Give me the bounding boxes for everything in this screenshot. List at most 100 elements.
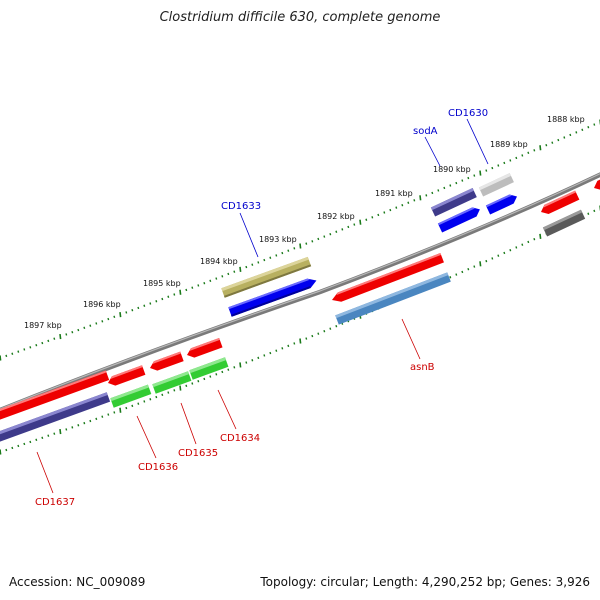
scale-tick-minor	[233, 270, 236, 273]
scale-tick-minor	[269, 256, 272, 259]
scale-tick-minor	[305, 337, 308, 340]
scale-tick-minor	[503, 161, 506, 165]
scale-tick-minor	[5, 448, 8, 452]
gene-label[interactable]: CD1630	[448, 108, 488, 119]
gene-cd1636[interactable]	[106, 365, 146, 387]
scale-tick-minor	[65, 428, 68, 431]
scale-tick-minor	[203, 281, 206, 285]
scale-label: 1894 kbp	[200, 257, 238, 266]
scale-tick-minor	[29, 440, 32, 444]
scale-tick-minor	[287, 249, 290, 252]
gene-cd1633-olive[interactable]	[221, 256, 312, 298]
gene-cd1635[interactable]	[148, 351, 184, 373]
scale-tick-minor	[509, 249, 512, 252]
scale-tick-minor	[137, 306, 140, 310]
scale-tick-minor	[581, 128, 584, 131]
gene-cd1633[interactable]	[228, 276, 318, 317]
scale-tick-minor	[185, 288, 188, 292]
genome-backbone-highlight	[0, 173, 600, 410]
gene-cd1635-green[interactable]	[152, 371, 192, 394]
scale-tick-minor	[71, 426, 74, 429]
gene-cd1630[interactable]	[485, 192, 519, 215]
gene-cd1636-green[interactable]	[110, 384, 152, 408]
scale-tick-minor	[197, 380, 200, 383]
scale-tick-minor	[203, 377, 206, 381]
scale-tick-minor	[95, 417, 98, 421]
page-title: Clostridium difficile 630, complete geno…	[159, 10, 441, 25]
leader-line-cd1630	[466, 118, 489, 165]
scale-tick-minor	[245, 361, 248, 364]
gene-cd1637-purple[interactable]	[0, 392, 111, 445]
scale-tick-minor	[41, 436, 44, 439]
gene-cd1630-gray[interactable]	[478, 173, 514, 197]
scale-tick-minor	[515, 246, 518, 249]
gene-cd1634[interactable]	[185, 337, 223, 360]
gene-label[interactable]: CD1636	[138, 462, 178, 473]
gene-right-red[interactable]	[539, 190, 580, 217]
scale-tick-major	[179, 289, 182, 295]
scale-tick-minor	[527, 240, 530, 244]
scale-tick-minor	[131, 404, 134, 408]
scale-tick-minor	[263, 354, 266, 357]
scale-tick-minor	[461, 179, 464, 182]
gene-label[interactable]: sodA	[413, 126, 438, 137]
scale-tick-minor	[113, 411, 116, 414]
scale-tick-minor	[281, 347, 284, 350]
topology-text: Topology: circular; Length: 4,290,252 bp…	[260, 575, 590, 589]
scale-tick-minor	[521, 243, 524, 246]
scale-tick-minor	[191, 286, 194, 289]
scale-tick-minor	[329, 327, 332, 330]
gene-soda[interactable]	[430, 188, 477, 217]
scale-tick-minor	[197, 284, 200, 287]
scale-tick-minor	[143, 400, 146, 403]
scale-tick-minor	[11, 352, 14, 355]
leader-line-cd1633	[239, 212, 259, 258]
scale-tick-minor	[563, 136, 566, 139]
gene-label[interactable]: CD1633	[221, 201, 261, 212]
scale-tick-minor	[347, 225, 350, 229]
gene-asnb[interactable]	[330, 253, 444, 305]
scale-tick-minor	[35, 343, 38, 347]
scale-tick-minor	[323, 235, 326, 238]
gene-cd1634-green[interactable]	[189, 357, 229, 380]
scale-tick-minor	[293, 247, 296, 250]
scale-label: 1897 kbp	[24, 321, 62, 330]
scale-tick-minor	[215, 277, 218, 280]
scale-tick-minor	[485, 169, 488, 172]
scale-tick-minor	[227, 272, 230, 276]
gene-label[interactable]: CD1637	[35, 497, 75, 508]
gene-label[interactable]: CD1634	[220, 433, 260, 444]
scale-tick-minor	[113, 315, 116, 319]
gene-cd1637[interactable]	[0, 370, 110, 423]
scale-tick-minor	[35, 438, 38, 442]
scale-tick-minor	[23, 442, 26, 446]
scale-tick-minor	[317, 332, 320, 335]
scale-label: 1889 kbp	[490, 140, 528, 149]
scale-tick-minor	[527, 151, 530, 155]
scale-tick-minor	[545, 144, 548, 147]
gene-soda-blue[interactable]	[437, 205, 482, 233]
scale-tick-minor	[251, 359, 254, 362]
gene-label[interactable]: asnB	[410, 362, 435, 373]
scale-tick-minor	[593, 209, 596, 213]
scale-tick-minor	[89, 419, 92, 423]
scale-tick-minor	[575, 131, 578, 134]
scale-tick-minor	[47, 339, 50, 343]
scale-tick-minor	[47, 434, 50, 437]
scale-tick-minor	[155, 300, 158, 303]
gene-right-gray[interactable]	[542, 209, 586, 237]
scale-tick-major	[539, 233, 542, 239]
gene-label[interactable]: CD1635	[178, 448, 218, 459]
scale-tick-minor	[329, 232, 332, 236]
scale-tick-minor	[467, 176, 470, 180]
scale-tick-minor	[449, 276, 452, 279]
scale-tick-minor	[191, 382, 194, 385]
scale-tick-minor	[569, 133, 572, 137]
accession-text: Accession: NC_009089	[9, 575, 146, 589]
scale-tick-minor	[17, 350, 20, 353]
scale-tick-major	[0, 449, 2, 455]
scale-tick-minor	[137, 402, 140, 405]
scale-tick-minor	[587, 125, 590, 129]
gene-asnb-steel[interactable]	[335, 272, 451, 325]
